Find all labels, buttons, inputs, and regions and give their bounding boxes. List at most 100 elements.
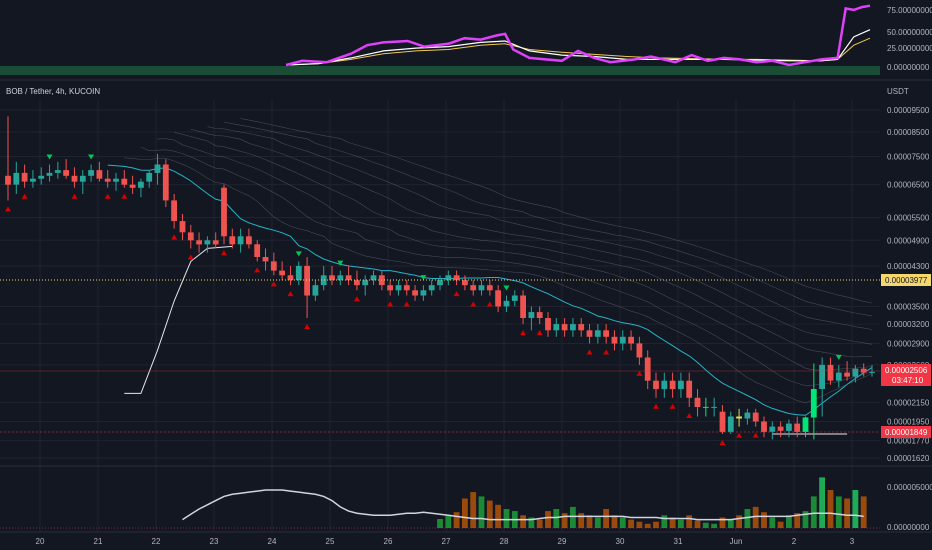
candle-body bbox=[628, 336, 634, 344]
sell-signal-marker bbox=[653, 403, 659, 409]
candle-body bbox=[503, 300, 510, 307]
time-tick-label: 2 bbox=[792, 537, 797, 546]
candle-body bbox=[270, 261, 277, 271]
candle-body bbox=[196, 240, 202, 245]
volume-bar bbox=[528, 517, 535, 528]
candle-body bbox=[486, 285, 493, 291]
candle-body bbox=[54, 170, 61, 173]
candle-body bbox=[794, 423, 801, 432]
volume-bar bbox=[777, 521, 784, 528]
candlesticks bbox=[5, 116, 875, 440]
sell-signal-marker bbox=[287, 291, 294, 297]
candle-body bbox=[711, 406, 717, 408]
sell-signal-marker bbox=[403, 301, 410, 307]
price-tick-label: 0.00004300 bbox=[887, 262, 930, 271]
last-price-value: 0.00002506 bbox=[885, 366, 928, 375]
candle-body bbox=[844, 372, 850, 377]
ribbon-ma-line bbox=[140, 146, 873, 387]
candle-body bbox=[428, 285, 435, 291]
oscillator-lines bbox=[285, 4, 871, 67]
sell-signal-marker bbox=[254, 267, 261, 273]
volume-bar bbox=[752, 506, 759, 528]
signal-markers bbox=[5, 154, 842, 446]
candle-body bbox=[653, 380, 659, 390]
sell-signal-marker bbox=[636, 370, 643, 376]
volume-bar bbox=[545, 511, 551, 528]
price-tick-label: 0.00006500 bbox=[887, 181, 930, 190]
candle-body bbox=[570, 324, 576, 331]
sell-signal-marker bbox=[536, 330, 543, 336]
ribbon-ma-line bbox=[124, 157, 873, 404]
volume-bar bbox=[520, 515, 526, 528]
volume-bar bbox=[794, 513, 801, 528]
buy-signal-marker bbox=[295, 251, 302, 257]
volume-bar bbox=[686, 515, 693, 528]
sell-signal-marker bbox=[171, 234, 178, 240]
volume-bar bbox=[486, 500, 493, 528]
candle-body bbox=[852, 368, 859, 377]
moving-average-ribbon bbox=[107, 118, 873, 435]
volume-bar bbox=[478, 496, 485, 528]
candle-body bbox=[337, 275, 344, 281]
candle-body bbox=[88, 170, 94, 176]
price-tick-label: 0.00001620 bbox=[887, 454, 930, 463]
time-tick-label: 24 bbox=[268, 537, 277, 546]
price-tick-label: 0.00009500 bbox=[887, 106, 930, 115]
candle-body bbox=[470, 285, 477, 291]
sell-signal-marker bbox=[470, 301, 477, 307]
candle-body bbox=[819, 364, 825, 389]
ribbon-ma-line bbox=[240, 118, 873, 304]
volume-bar bbox=[437, 519, 443, 528]
candle-body bbox=[179, 221, 186, 233]
candle-body bbox=[320, 275, 327, 286]
volume-bar bbox=[628, 519, 634, 528]
sell-signal-marker bbox=[270, 281, 277, 287]
candle-body bbox=[462, 280, 468, 286]
candle-body bbox=[254, 244, 261, 257]
candle-body bbox=[786, 423, 792, 431]
ribbon-ma-line bbox=[174, 132, 873, 358]
time-tick-label: 21 bbox=[94, 537, 103, 546]
candle-body bbox=[262, 257, 269, 262]
oscillator-zero-band bbox=[0, 66, 880, 75]
time-tick-label: 26 bbox=[384, 537, 393, 546]
candle-body bbox=[204, 240, 211, 245]
price-tick-label: 0.00001950 bbox=[887, 418, 930, 427]
volume-bar bbox=[744, 509, 751, 528]
volume-bar bbox=[453, 512, 460, 528]
volume-bar bbox=[827, 490, 834, 528]
volume-bar bbox=[495, 504, 501, 528]
volume-bar bbox=[711, 523, 717, 528]
candle-body bbox=[138, 181, 144, 188]
candle-body bbox=[146, 172, 153, 182]
volume-bar bbox=[727, 519, 734, 528]
candle-body bbox=[345, 275, 352, 281]
volume-bar bbox=[586, 515, 593, 528]
candle-body bbox=[644, 357, 651, 381]
buy-signal-marker bbox=[835, 354, 842, 360]
price-tick-label: 0.00004900 bbox=[887, 236, 930, 245]
candle-body bbox=[79, 175, 86, 182]
candle-body bbox=[761, 421, 767, 432]
candle-body bbox=[246, 236, 252, 245]
sell-signal-marker bbox=[586, 349, 593, 355]
candle-body bbox=[810, 389, 817, 418]
candle-body bbox=[553, 324, 560, 331]
candle-body bbox=[237, 236, 244, 245]
candle-body bbox=[686, 380, 693, 398]
volume-bar bbox=[678, 519, 684, 528]
candle-body bbox=[678, 380, 684, 390]
last-price-tag bbox=[881, 364, 931, 386]
candle-body bbox=[121, 178, 128, 185]
candle-body bbox=[702, 406, 709, 408]
volume-tick-top: 0.000005000 bbox=[887, 483, 932, 492]
volume-bar bbox=[553, 509, 560, 528]
candle-body bbox=[287, 275, 294, 281]
time-tick-label: 25 bbox=[326, 537, 335, 546]
candle-body bbox=[719, 411, 726, 432]
sell-signal-marker bbox=[486, 301, 493, 307]
candle-body bbox=[860, 368, 867, 373]
sell-signal-marker bbox=[21, 193, 28, 199]
volume-bar bbox=[570, 506, 576, 528]
